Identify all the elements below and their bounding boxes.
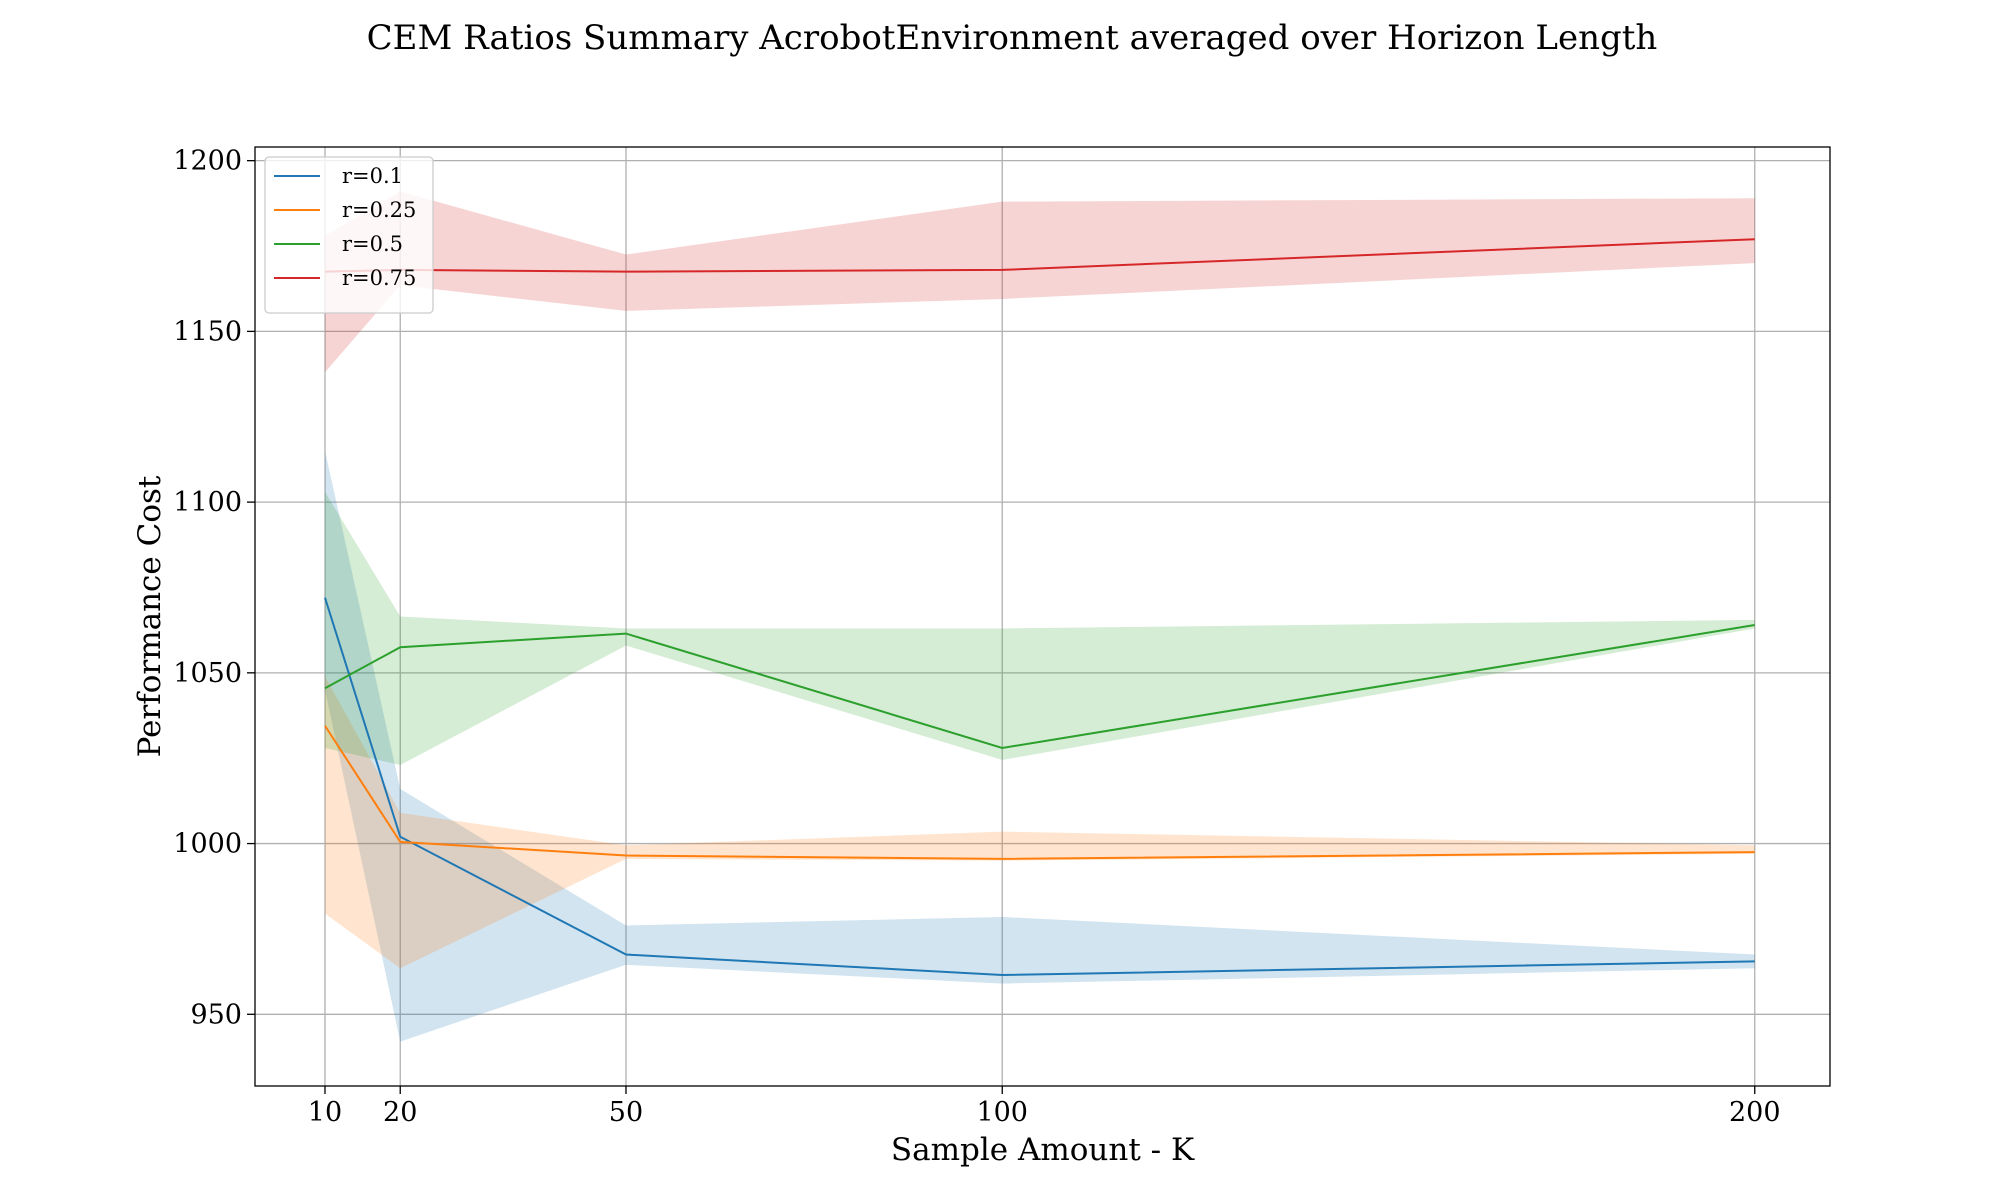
x-tick-label: 200	[1729, 1097, 1781, 1128]
y-tick-label: 950	[190, 999, 242, 1030]
grid	[255, 147, 1830, 1086]
y-tick-label: 1100	[173, 487, 242, 518]
x-axis-label: Sample Amount - K	[891, 1132, 1195, 1168]
x-tick-label: 20	[383, 1097, 417, 1128]
y-tick-label: 1050	[173, 658, 242, 689]
series-line	[324, 725, 1755, 860]
axis-ticks: 10 20 50 100 200 950 1000 1050 1100 1150 1200	[173, 146, 1780, 1128]
y-tick-label: 1150	[173, 316, 242, 347]
legend-label: r=0.25	[342, 198, 416, 222]
series-line	[324, 597, 1755, 977]
series-line	[324, 624, 1755, 749]
confidence-band	[324, 450, 1755, 1042]
x-tick-label: 50	[609, 1097, 643, 1128]
y-tick-label: 1000	[173, 829, 242, 860]
plot-area-frame	[254, 146, 1831, 1087]
chart-title: CEM Ratios Summary AcrobotEnvironment av…	[367, 18, 1658, 58]
x-tick-label: 100	[976, 1097, 1028, 1128]
legend-label: r=0.5	[342, 232, 403, 256]
legend-label: r=0.1	[342, 164, 403, 188]
y-axis-label: Performance Cost	[132, 475, 168, 757]
y-tick-label: 1200	[173, 146, 242, 177]
confidence-bands	[324, 191, 1755, 1042]
x-tick-label: 10	[308, 1097, 342, 1128]
legend-box	[264, 156, 434, 314]
legend-label: r=0.75	[342, 266, 416, 290]
confidence-band	[324, 491, 1755, 766]
legend: r=0.1 r=0.25 r=0.5 r=0.75	[264, 156, 434, 314]
confidence-band	[324, 191, 1755, 373]
